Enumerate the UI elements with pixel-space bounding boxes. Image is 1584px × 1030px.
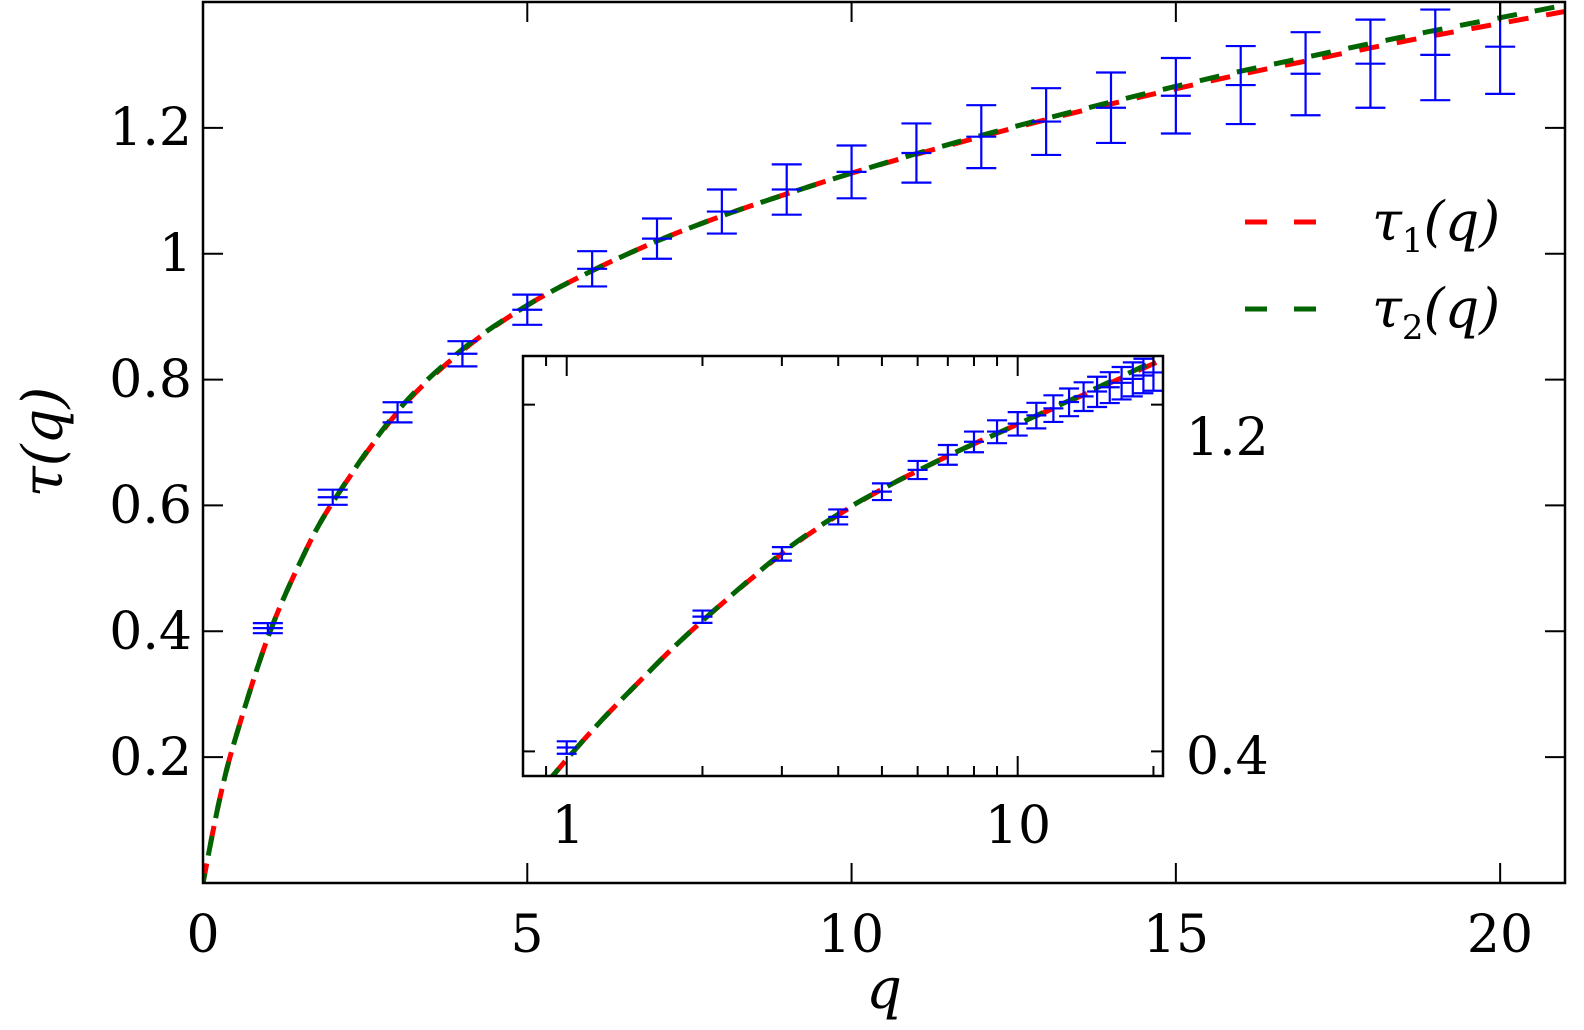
- legend: τ1(q) τ2(q): [1245, 190, 1500, 348]
- main-data-errorbars: [252, 2, 1516, 635]
- errorbar-point: [1087, 375, 1108, 409]
- errorbar-point: [771, 546, 792, 562]
- errorbar-point: [937, 443, 958, 466]
- errorbar-point: [907, 459, 928, 481]
- legend-label-tau1: τ1(q): [1372, 190, 1500, 261]
- errorbar-point: [1007, 411, 1028, 437]
- legend-item-tau1: τ1(q): [1245, 190, 1500, 261]
- errorbar-point: [1111, 365, 1132, 401]
- main-axes-frame: [201, 0, 1567, 885]
- errorbar-point: [512, 293, 543, 326]
- y-tick-label: 1: [159, 224, 192, 284]
- errorbar-point: [966, 104, 997, 170]
- inset-y-tick-label: 0.4: [1186, 727, 1269, 787]
- errorbar-point: [1059, 387, 1080, 418]
- errorbar-point: [692, 609, 713, 624]
- errorbar-point: [317, 488, 348, 506]
- x-tick-label: 20: [1467, 905, 1533, 965]
- errorbar-point: [901, 122, 932, 184]
- errorbar-point: [1420, 8, 1451, 102]
- x-tick-label: 15: [1143, 905, 1209, 965]
- errorbar-point: [1026, 401, 1047, 430]
- errorbar-point: [252, 622, 283, 635]
- inset-background: [523, 356, 1163, 776]
- tick-labels: 0 5 10 15 20 0.2 0.4 0.6 0.8 1 1.2 1 10 …: [109, 98, 1533, 965]
- main-ticks: [202, 2, 1565, 883]
- errorbar-point: [1355, 18, 1386, 109]
- y-axis-label: τ(q): [11, 387, 76, 498]
- errorbar-point: [556, 740, 577, 755]
- errorbar-point: [642, 217, 672, 260]
- errorbar-point: [382, 401, 413, 424]
- errorbar-point: [1122, 361, 1143, 398]
- errorbar-point: [1031, 87, 1062, 157]
- errorbar-point: [1290, 31, 1321, 117]
- inset-x-tick-label: 1: [551, 796, 584, 856]
- errorbar-point: [1096, 71, 1126, 145]
- main-curves: [203, 2, 1565, 883]
- y-tick-label: 0.8: [109, 350, 192, 410]
- errorbar-point: [1133, 357, 1154, 395]
- errorbar-point: [1225, 44, 1256, 126]
- y-tick-label: 0.2: [109, 728, 192, 788]
- inset-y-tick-label: 1.2: [1186, 408, 1269, 468]
- errorbar-point: [871, 482, 892, 502]
- errorbar-point: [963, 430, 984, 454]
- x-axis-label: q: [866, 957, 902, 1022]
- inset-ticks: [523, 356, 1163, 776]
- tau1-curve: [203, 8, 1565, 883]
- y-tick-label: 1.2: [109, 98, 192, 158]
- x-tick-label: 5: [510, 905, 543, 965]
- errorbar-point: [771, 163, 802, 216]
- errorbar-point: [447, 340, 478, 368]
- y-tick-label: 0.6: [109, 476, 192, 536]
- x-tick-label: 10: [818, 905, 884, 965]
- inset-axes-frame: [521, 354, 1165, 778]
- tau2-curve: [203, 2, 1565, 883]
- errorbar-point: [1160, 56, 1191, 135]
- errorbar-point: [1073, 381, 1094, 413]
- errorbar-point: [987, 419, 1008, 445]
- main-plot-area: [201, 0, 1567, 885]
- errorbar-point: [706, 188, 737, 235]
- inset-tau1-curve: [549, 357, 1163, 776]
- x-tick-label: 0: [186, 905, 219, 965]
- errorbar-point: [828, 508, 849, 526]
- errorbar-point: [1043, 394, 1064, 424]
- inset-curves: [549, 356, 1163, 776]
- inset-data-errorbars: [556, 356, 1163, 755]
- inset-x-tick-label: 10: [985, 796, 1051, 856]
- y-tick-label: 0.4: [109, 602, 192, 662]
- errorbar-point: [577, 250, 608, 288]
- errorbar-point: [836, 144, 867, 200]
- legend-item-tau2: τ2(q): [1245, 277, 1500, 348]
- errorbar-point: [1099, 371, 1120, 405]
- inset-plot: [521, 354, 1165, 778]
- legend-label-tau2: τ2(q): [1372, 277, 1500, 348]
